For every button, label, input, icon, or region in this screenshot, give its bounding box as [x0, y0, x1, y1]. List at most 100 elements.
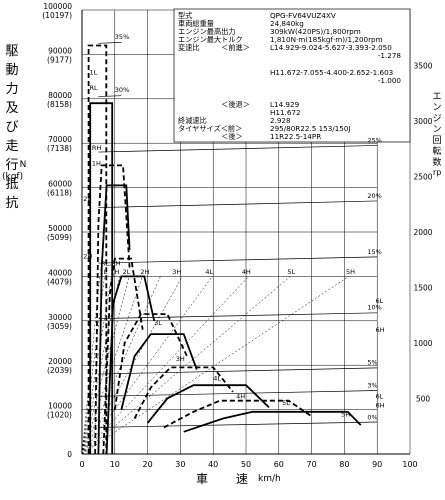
- y-axis-unit-n: N: [19, 160, 27, 170]
- spec-value: 2.928: [270, 116, 291, 126]
- curve-label: RL: [90, 84, 99, 92]
- y-tick-label: 100000: [43, 2, 72, 11]
- rpm-ray: [81, 276, 349, 455]
- y-tick-label: 30000: [48, 313, 72, 322]
- rpm-axis-label-char: エ: [432, 92, 442, 102]
- rpm-ray: [81, 276, 213, 455]
- grade-line: [98, 312, 378, 319]
- curve-label: 1H: [110, 268, 119, 276]
- rpm-axis-label-char: 数: [432, 158, 442, 168]
- curve-label: 6H: [376, 401, 385, 409]
- spec-value: 11R22.5-14PR: [270, 132, 322, 142]
- spec-key: 型式: [178, 11, 193, 20]
- gear-curve: [102, 257, 144, 455]
- y-tick-sublabel: (9177): [47, 55, 72, 64]
- y-axis-label-char: 及: [5, 101, 19, 116]
- x-tick-label: 80: [339, 460, 349, 469]
- rpm-tick-label: 3500: [413, 62, 432, 71]
- spec-key: [178, 52, 250, 60]
- x-tick-label: 10: [110, 460, 120, 469]
- curve-label: 5H: [341, 410, 350, 418]
- gear-curve: [97, 184, 131, 455]
- grade-label: 3%: [367, 381, 377, 389]
- curve-label: RH: [92, 144, 102, 152]
- rpm-axis-unit: rp: [433, 168, 442, 177]
- rpm-ray: [81, 276, 249, 455]
- curve-label: 5H: [346, 268, 355, 276]
- spec-value: L14.929: [270, 100, 300, 110]
- spec-value: -1.278: [270, 51, 401, 61]
- rpm-axis-label-char: ン: [432, 103, 442, 113]
- spec-key: エンジン最大トルク: [178, 35, 243, 45]
- grade-label: 35%: [115, 33, 129, 41]
- y-axis-label-char: 力: [5, 82, 19, 97]
- y-axis-label-char: び: [5, 120, 19, 135]
- x-tick-label: 70: [307, 460, 317, 469]
- y-tick-label: 60000: [48, 180, 72, 189]
- grade-label: 0%: [367, 413, 377, 421]
- gear-curve: [105, 275, 156, 455]
- y-tick-label: 10000: [48, 402, 72, 411]
- y-axis-unit-kgf: (kgf): [2, 172, 24, 182]
- grade-label: 15%: [367, 248, 381, 256]
- curve-label: 4H: [236, 393, 245, 401]
- y-axis-label: 駆 動 力 及 び 走 行 抵 抗: [4, 42, 20, 213]
- grade-label: 20%: [367, 192, 381, 200]
- y-axis-label-char: 行: [5, 158, 19, 173]
- curve-label: 1H: [92, 159, 101, 167]
- rpm-axis-label-char: ン: [432, 125, 442, 135]
- spec-box: [173, 8, 411, 143]
- rpm-axis-label-char: ジ: [432, 114, 442, 124]
- y-tick-sublabel: (1020): [47, 411, 72, 420]
- curve-label: 6L: [376, 297, 384, 305]
- rpm-axis-label: エ ン ジ ン 回 転 数: [431, 92, 443, 169]
- grade-label: 5%: [367, 358, 377, 366]
- curve-label: 2H: [140, 268, 149, 276]
- y-tick-label: 40000: [48, 268, 72, 277]
- spec-value: QPG-FV64VUZ4XV: [270, 11, 336, 20]
- y-tick-label: 20000: [48, 357, 72, 366]
- rpm-axis-label-char: 転: [432, 147, 442, 157]
- y-tick-label: 90000: [48, 46, 72, 55]
- y-tick-label: 0: [67, 450, 72, 459]
- spec-key: エンジン最高出力: [178, 27, 236, 37]
- x-tick-label: 40: [208, 460, 218, 469]
- gear-curve: [146, 384, 270, 424]
- y-axis-label-char: 抵: [5, 177, 19, 192]
- x-tick-label: 20: [143, 460, 153, 469]
- grade-line: [98, 95, 122, 97]
- curve-label: 4H: [242, 268, 251, 276]
- spec-value: 1,810N·m(185kgf·m)/1,200rpm: [270, 35, 383, 45]
- curve-label: 4L: [213, 375, 221, 383]
- spec-key: ＜後＞: [178, 132, 243, 142]
- rpm-tick-label: 3000: [413, 117, 432, 126]
- y-axis-label-char: 動: [5, 63, 19, 78]
- y-tick-sublabel: (8158): [47, 100, 72, 109]
- curve-label: RL,RH: [101, 259, 121, 267]
- spec-values: QPG-FV64VUZ4XV 24,840kg 309kW(420PS)/1,8…: [270, 11, 401, 142]
- grade-line: [98, 367, 378, 375]
- curve-label: 1L: [99, 268, 107, 276]
- rpm-axis-label-char: 回: [432, 136, 442, 146]
- y-tick-sublabel: (2039): [47, 366, 72, 375]
- y-tick-sublabel: (10197): [42, 11, 72, 20]
- rpm-tick-label: 2500: [413, 173, 432, 182]
- spec-key: 車両総重量: [178, 19, 214, 29]
- gear-curve: [113, 313, 188, 410]
- curve-label: 3H: [176, 355, 185, 363]
- y-tick-sublabel: (7138): [47, 144, 72, 153]
- spec-key: 終減速比: [178, 116, 207, 126]
- spec-key: [178, 77, 250, 85]
- grade-label: 10%: [367, 304, 381, 312]
- spec-key: ＜後退＞: [178, 100, 250, 110]
- x-axis-label: 車 速: [196, 472, 260, 486]
- y-axis-label-char: 抗: [5, 196, 19, 211]
- y-tick-sublabel: (4079): [47, 277, 72, 286]
- spec-key: [178, 85, 250, 93]
- gear-curve: [183, 410, 362, 433]
- spec-value: 309kW(420PS)/1,800rpm: [270, 27, 361, 37]
- grade-label: 30%: [115, 86, 129, 94]
- y-tick-label: 50000: [48, 224, 72, 233]
- grade-line: [98, 145, 378, 153]
